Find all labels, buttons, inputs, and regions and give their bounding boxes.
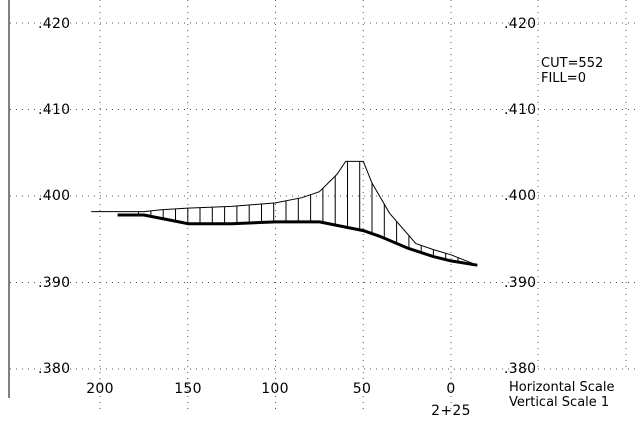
cut-volume-label: CUT=552: [541, 56, 603, 71]
y-tick-right-390: .390: [504, 275, 536, 291]
y-tick-left-380: .380: [38, 361, 70, 377]
x-tick-50: 50: [353, 381, 371, 397]
cut-hatching: [138, 161, 459, 262]
y-tick-left-420: .420: [38, 16, 70, 32]
x-tick-150: 150: [174, 381, 202, 397]
fill-volume-label: FILL=0: [541, 71, 586, 86]
design-surface-line: [117, 213, 478, 267]
y-tick-right-410: .410: [504, 102, 536, 118]
y-tick-right-400: .400: [504, 188, 536, 204]
station-label: 2+25: [431, 403, 471, 419]
y-tick-left-410: .410: [38, 102, 70, 118]
horizontal-scale-label: Horizontal Scale: [509, 380, 615, 395]
y-tick-right-380: .380: [504, 361, 536, 377]
vertical-scale-label: Vertical Scale 1: [509, 395, 609, 410]
y-tick-left-400: .400: [38, 188, 70, 204]
x-tick-200: 200: [86, 381, 114, 397]
grid: [10, 0, 637, 412]
y-tick-right-420: .420: [504, 16, 536, 32]
y-tick-left-390: .390: [38, 275, 70, 291]
x-tick-0: 0: [446, 381, 455, 397]
x-tick-100: 100: [261, 381, 289, 397]
existing-ground-line: [91, 160, 478, 266]
